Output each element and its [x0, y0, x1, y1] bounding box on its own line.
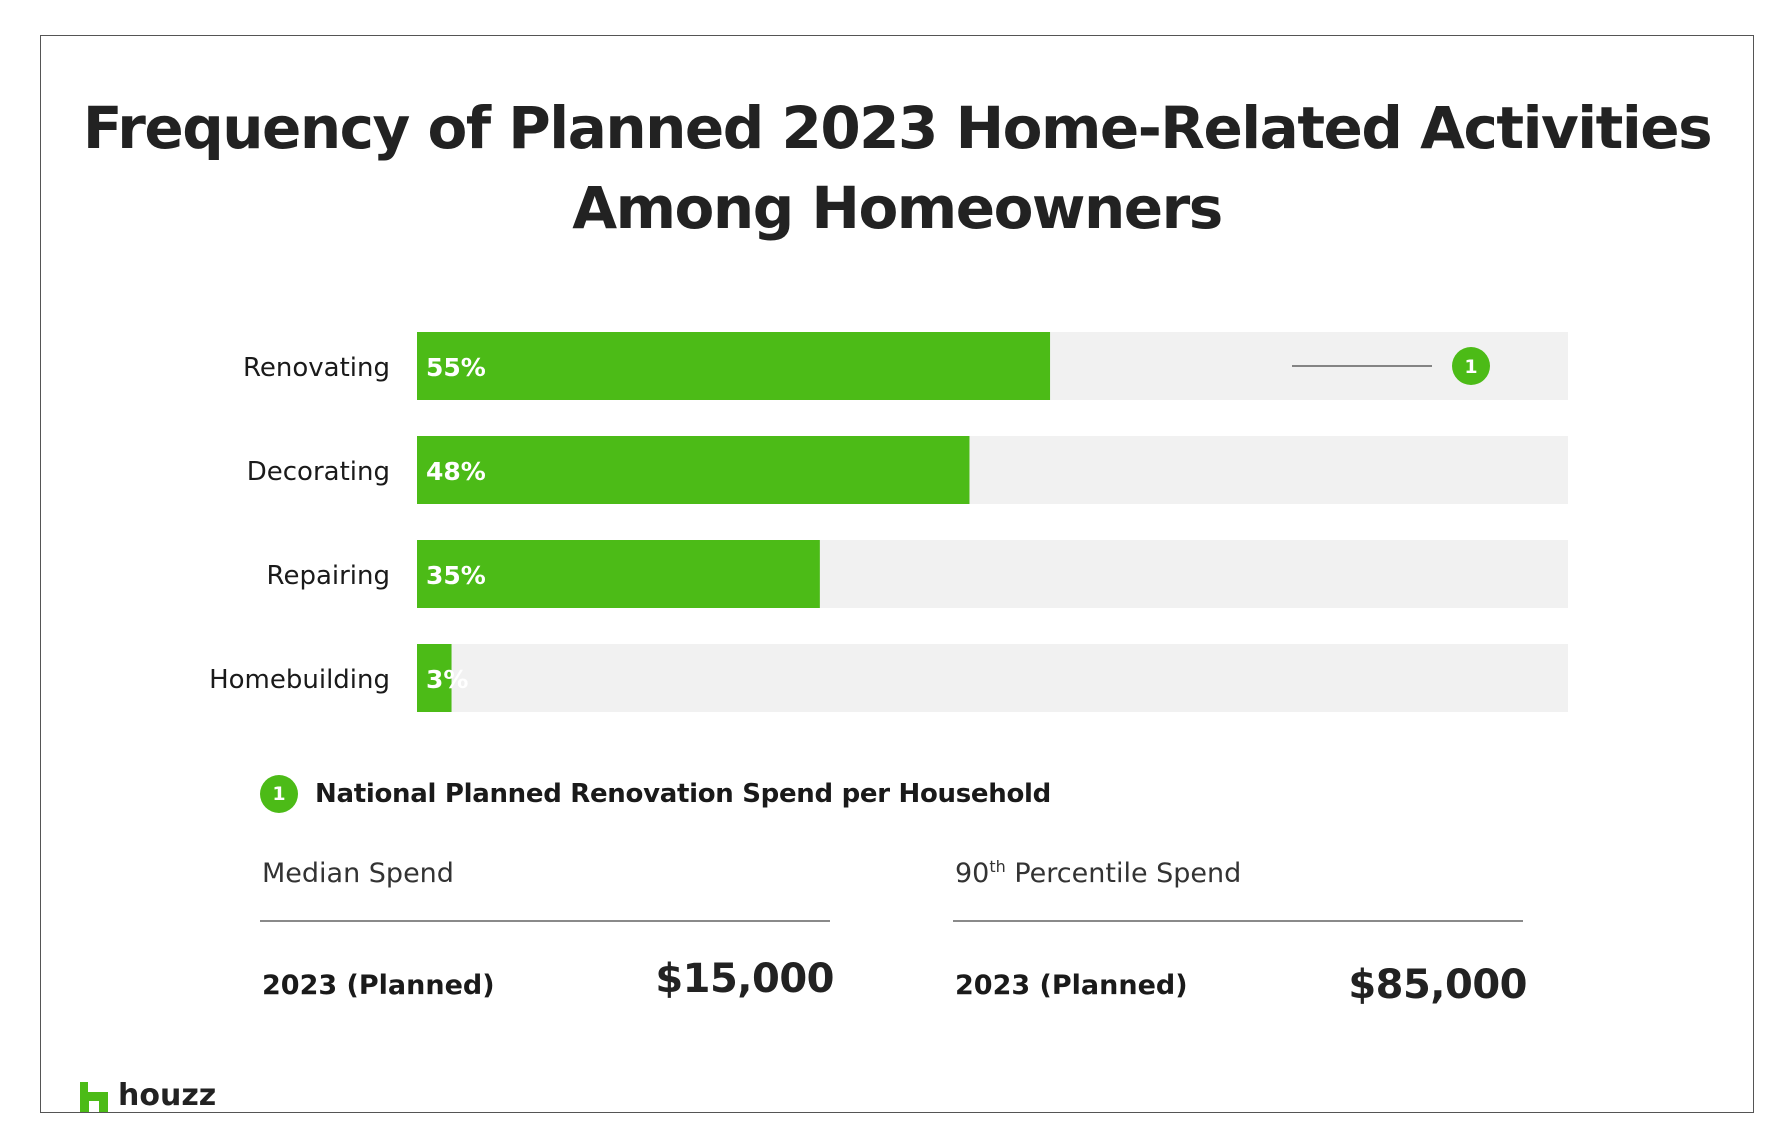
category-label-repairing: Repairing — [267, 561, 390, 591]
bar-homebuilding — [417, 644, 452, 712]
percentile-spend-label-suffix: th — [989, 857, 1006, 876]
percentile-spend-label: 90th Percentile Spend — [955, 858, 1241, 889]
median-spend-label-text: Median Spend — [262, 858, 454, 889]
median-spend-period: 2023 (Planned) — [262, 970, 495, 1001]
median-spend-label: Median Spend — [262, 858, 454, 889]
percentile-spend-value: $85,000 — [1348, 962, 1527, 1008]
median-spend-divider — [260, 920, 830, 922]
percentile-spend-label-rest: Percentile Spend — [1005, 858, 1242, 889]
percentile-spend-divider — [953, 920, 1523, 922]
footnote-marker-icon: 1 — [260, 775, 298, 813]
data-label-repairing: 35% — [426, 561, 486, 590]
bar-track-homebuilding — [417, 644, 1568, 712]
houzz-logo-icon — [80, 1082, 108, 1112]
annotation-marker-icon — [1452, 347, 1490, 385]
footnote-title: National Planned Renovation Spend per Ho… — [315, 779, 1051, 809]
median-spend-block: Median Spend 2023 (Planned) $15,000 — [260, 858, 834, 1018]
data-label-decorating: 48% — [426, 457, 486, 486]
bar-repairing — [417, 540, 820, 608]
brand-name: houzz — [118, 1078, 217, 1113]
data-label-renovating: 55% — [426, 353, 486, 382]
chart-title-line-2: Among Homeowners — [572, 174, 1223, 242]
brand-logo: houzz — [80, 1080, 216, 1112]
annotation-marker-label: 1 — [1464, 356, 1477, 378]
chart-title-line-1: Frequency of Planned 2023 Home-Related A… — [82, 94, 1713, 162]
category-label-decorating: Decorating — [247, 457, 390, 487]
category-label-renovating: Renovating — [243, 353, 390, 383]
footnote: 1 National Planned Renovation Spend per … — [260, 774, 1051, 814]
category-label-homebuilding: Homebuilding — [209, 665, 390, 695]
bar-renovating — [417, 332, 1051, 400]
data-label-homebuilding: 3% — [426, 665, 468, 694]
median-spend-value: $15,000 — [655, 956, 834, 1002]
bar-decorating — [417, 436, 970, 504]
percentile-spend-block: 90th Percentile Spend 2023 (Planned) $85… — [953, 858, 1527, 1018]
chart-title: Frequency of Planned 2023 Home-Related A… — [40, 88, 1754, 248]
percentile-spend-period: 2023 (Planned) — [955, 970, 1188, 1001]
percentile-spend-label-number: 90 — [955, 858, 990, 889]
